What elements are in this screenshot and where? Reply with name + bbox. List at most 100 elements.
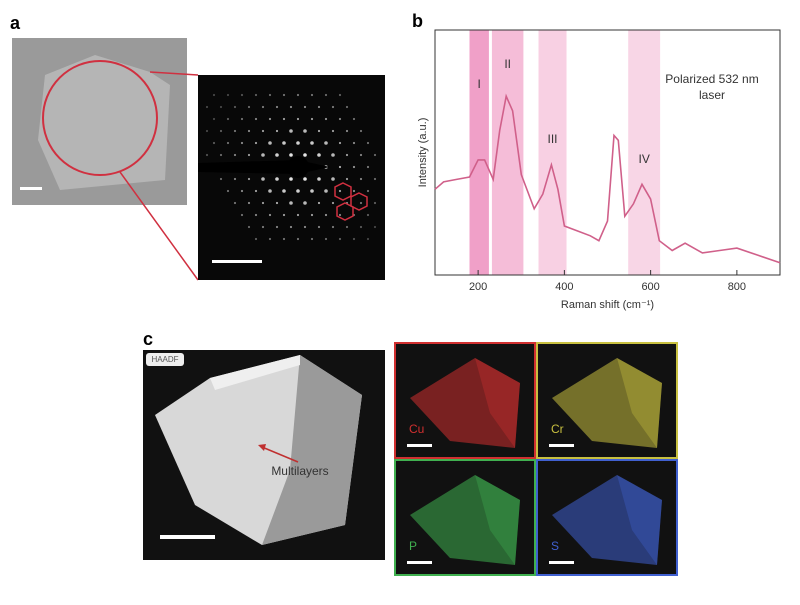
spot xyxy=(345,153,349,157)
spot xyxy=(317,201,321,205)
spot xyxy=(226,93,230,97)
spot xyxy=(240,93,244,97)
spot xyxy=(317,129,321,133)
x-axis-label: Raman shift (cm⁻¹) xyxy=(561,299,654,311)
spot xyxy=(282,189,286,193)
spot xyxy=(345,105,349,109)
spot xyxy=(289,105,293,109)
spot xyxy=(359,153,363,157)
element-label: P xyxy=(409,539,417,553)
eds-flake-region xyxy=(617,475,662,565)
hex-markers xyxy=(334,182,368,221)
spot xyxy=(233,105,237,109)
spot xyxy=(303,105,307,109)
spot xyxy=(296,237,300,241)
spot xyxy=(324,237,328,241)
spot xyxy=(282,93,286,97)
eds-flake xyxy=(410,358,520,448)
spot xyxy=(373,225,377,229)
eds-flake-region xyxy=(617,358,662,448)
annotation: Polarized 532 nm xyxy=(665,72,758,86)
spot xyxy=(205,153,209,157)
spot xyxy=(226,117,230,121)
flake xyxy=(38,55,170,190)
band-label: III xyxy=(548,132,558,146)
eds-flake xyxy=(552,358,662,448)
spot xyxy=(331,225,335,229)
spot xyxy=(219,105,223,109)
selection-circle xyxy=(42,60,158,176)
spot xyxy=(212,93,216,97)
spot xyxy=(296,189,300,193)
spot xyxy=(331,153,335,157)
spot xyxy=(359,129,363,133)
spot xyxy=(254,141,258,145)
spot xyxy=(240,141,244,145)
spot xyxy=(254,189,258,193)
spot xyxy=(338,93,342,97)
spot xyxy=(219,129,223,133)
haadf-label: HAADF xyxy=(151,355,178,364)
element-label: Cr xyxy=(551,422,564,436)
arrowhead xyxy=(258,444,266,451)
flake-region xyxy=(262,355,362,545)
spot xyxy=(275,201,279,205)
spot xyxy=(324,213,328,217)
spot xyxy=(338,189,342,193)
spot xyxy=(303,225,307,229)
eds-flake-region xyxy=(475,475,520,565)
scale-bar xyxy=(407,444,432,447)
band xyxy=(538,30,567,275)
spectrum-line xyxy=(434,93,781,264)
spot xyxy=(366,189,370,193)
spot xyxy=(317,177,321,181)
band-label: I xyxy=(478,77,481,91)
spot xyxy=(268,93,272,97)
eds-flake-region xyxy=(475,358,520,448)
spot xyxy=(324,93,328,97)
panel-label: a xyxy=(10,13,21,33)
spot xyxy=(219,177,223,181)
scale-bar xyxy=(549,561,574,564)
spot xyxy=(373,153,377,157)
spot xyxy=(275,105,279,109)
spot xyxy=(317,105,321,109)
spot xyxy=(282,237,286,241)
spot xyxy=(233,129,237,133)
spot xyxy=(296,117,300,121)
spot xyxy=(254,117,258,121)
spot xyxy=(296,213,300,217)
spot xyxy=(212,117,216,121)
spot xyxy=(233,201,237,205)
x-tick-label: 800 xyxy=(728,281,746,293)
spot xyxy=(261,225,265,229)
spot xyxy=(268,189,272,193)
annotation: laser xyxy=(699,88,725,102)
x-tick-label: 200 xyxy=(469,281,487,293)
band-label: IV xyxy=(638,152,649,166)
spot xyxy=(282,213,286,217)
element-label: S xyxy=(551,539,559,553)
spot xyxy=(331,105,335,109)
spot xyxy=(254,237,258,241)
spot xyxy=(247,225,251,229)
spot xyxy=(275,177,279,181)
spot xyxy=(303,129,307,133)
spot xyxy=(296,141,300,145)
spot xyxy=(352,237,356,241)
spot xyxy=(275,129,279,133)
spot xyxy=(247,201,251,205)
spot xyxy=(366,237,370,241)
spot xyxy=(352,189,356,193)
spot xyxy=(233,177,237,181)
flake-region xyxy=(210,355,300,390)
spot xyxy=(261,105,265,109)
spot xyxy=(268,117,272,121)
spot xyxy=(317,153,321,157)
annotation: Multilayers xyxy=(271,464,328,478)
spot xyxy=(338,141,342,145)
spot xyxy=(352,165,356,169)
spot xyxy=(247,153,251,157)
spot xyxy=(226,189,230,193)
